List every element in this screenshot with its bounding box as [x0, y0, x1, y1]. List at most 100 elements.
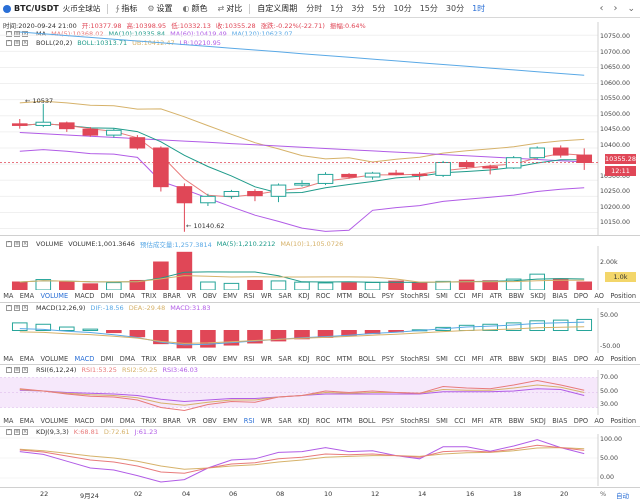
- close-icon[interactable]: ×: [22, 241, 28, 247]
- hide-icon[interactable]: ^: [6, 31, 12, 37]
- settings-icon[interactable]: ≡: [14, 31, 20, 37]
- indicator-tab-ao[interactable]: AO: [594, 355, 604, 363]
- settings-button[interactable]: ⚙ 设置: [142, 0, 177, 18]
- indicator-tab-mfi[interactable]: MFI: [471, 292, 484, 300]
- indicator-tab-dpo[interactable]: DPO: [573, 417, 589, 425]
- settings-icon[interactable]: ≡: [14, 429, 20, 435]
- indicator-tab-obv[interactable]: OBV: [202, 292, 217, 300]
- pane-controls[interactable]: ^ ≡ ×: [6, 305, 28, 311]
- indicator-tab-atr[interactable]: ATR: [489, 355, 503, 363]
- indicator-tab-mfi[interactable]: MFI: [471, 355, 484, 363]
- settings-icon[interactable]: ≡: [14, 241, 20, 247]
- indicator-tab-ma[interactable]: MA: [3, 292, 14, 300]
- indicator-tab-obv[interactable]: OBV: [202, 355, 217, 363]
- auto-scale-toggle[interactable]: 自动: [616, 492, 629, 500]
- interval-option[interactable]: 30分: [445, 4, 465, 13]
- indicator-tab-emv[interactable]: EMV: [223, 355, 238, 363]
- indicator-tab-sar[interactable]: SAR: [278, 417, 292, 425]
- indicator-tab-ao[interactable]: AO: [594, 292, 604, 300]
- indicator-tab-obv[interactable]: OBV: [202, 417, 217, 425]
- indicator-tab-boll[interactable]: BOLL: [358, 417, 376, 425]
- indicator-tab-kdj[interactable]: KDJ: [298, 355, 310, 363]
- indicator-tab-mtm[interactable]: MTM: [336, 355, 353, 363]
- indicator-tab-smi[interactable]: SMI: [436, 292, 448, 300]
- indicator-tab-dpo[interactable]: DPO: [573, 355, 589, 363]
- indicator-tab-volume[interactable]: VOLUME: [40, 355, 69, 363]
- indicator-tab-dpo[interactable]: DPO: [573, 292, 589, 300]
- indicator-tab-kdj[interactable]: KDJ: [298, 292, 310, 300]
- indicator-tab-bias[interactable]: BIAS: [552, 355, 568, 363]
- indicator-tab-volume[interactable]: VOLUME: [40, 292, 69, 300]
- indicator-tab-vr[interactable]: VR: [187, 355, 197, 363]
- interval-option[interactable]: 1分: [330, 4, 344, 13]
- next-chevron-icon[interactable]: ›: [613, 3, 618, 14]
- collapse-chevron-icon[interactable]: ⌄: [627, 3, 635, 14]
- indicator-tab-psy[interactable]: PSY: [381, 417, 394, 425]
- indicator-tab-bbw[interactable]: BBW: [508, 417, 524, 425]
- hide-icon[interactable]: ^: [6, 40, 12, 46]
- indicator-tab-stochrsi[interactable]: StochRSI: [400, 292, 430, 300]
- indicator-tab-boll[interactable]: BOLL: [358, 355, 376, 363]
- indicator-tab-stochrsi[interactable]: StochRSI: [400, 417, 430, 425]
- interval-option-active[interactable]: 1时: [472, 4, 486, 13]
- pair-selector[interactable]: BTC/USDT 火币全球站: [0, 0, 105, 18]
- hide-icon[interactable]: ^: [6, 305, 12, 311]
- indicator-tab-emv[interactable]: EMV: [223, 292, 238, 300]
- indicator-tab-smi[interactable]: SMI: [436, 417, 448, 425]
- indicator-tab-skdj[interactable]: SKDJ: [530, 355, 546, 363]
- settings-icon[interactable]: ≡: [14, 40, 20, 46]
- indicator-tab-ema[interactable]: EMA: [19, 417, 35, 425]
- indicator-tab-ma[interactable]: MA: [3, 355, 14, 363]
- interval-option[interactable]: 5分: [372, 4, 386, 13]
- indicator-tab-cci[interactable]: CCI: [454, 292, 466, 300]
- indicator-tab-position[interactable]: Position: [610, 292, 637, 300]
- custom-period-button[interactable]: 自定义周期: [252, 0, 302, 18]
- indicator-tab-wr[interactable]: WR: [260, 417, 272, 425]
- indicator-tab-vr[interactable]: VR: [187, 292, 197, 300]
- indicator-tab-bias[interactable]: BIAS: [552, 292, 568, 300]
- indicator-tab-ao[interactable]: AO: [594, 417, 604, 425]
- hide-icon[interactable]: ^: [6, 241, 12, 247]
- indicator-tab-boll[interactable]: BOLL: [358, 292, 376, 300]
- indicator-tab-mtm[interactable]: MTM: [336, 417, 353, 425]
- indicator-tab-roc[interactable]: ROC: [315, 417, 331, 425]
- indicator-tab-sar[interactable]: SAR: [278, 355, 292, 363]
- indicator-tab-psy[interactable]: PSY: [381, 355, 394, 363]
- indicator-tab-roc[interactable]: ROC: [315, 355, 331, 363]
- indicator-tab-bbw[interactable]: BBW: [508, 292, 524, 300]
- indicator-tab-rsi[interactable]: RSI: [243, 417, 255, 425]
- indicator-tab-brar[interactable]: BRAR: [162, 355, 181, 363]
- indicator-tab-volume[interactable]: VOLUME: [40, 417, 69, 425]
- interval-option[interactable]: 15分: [419, 4, 438, 13]
- indicator-tab-vr[interactable]: VR: [187, 417, 197, 425]
- indicator-tab-atr[interactable]: ATR: [489, 417, 503, 425]
- indicator-tab-roc[interactable]: ROC: [315, 292, 331, 300]
- indicator-tab-dmi[interactable]: DMI: [100, 292, 114, 300]
- indicator-tab-bbw[interactable]: BBW: [508, 355, 524, 363]
- settings-icon[interactable]: ≡: [14, 305, 20, 311]
- indicator-tab-skdj[interactable]: SKDJ: [530, 417, 546, 425]
- interval-option[interactable]: 分时: [306, 4, 323, 13]
- macd-chart[interactable]: [0, 308, 640, 353]
- indicator-tab-dmi[interactable]: DMI: [100, 417, 114, 425]
- indicator-tab-emv[interactable]: EMV: [223, 417, 238, 425]
- prev-chevron-icon[interactable]: ‹: [599, 3, 604, 14]
- indicator-tab-wr[interactable]: WR: [260, 355, 272, 363]
- indicator-tab-ma[interactable]: MA: [3, 417, 14, 425]
- close-icon[interactable]: ×: [22, 31, 28, 37]
- zoom-toggle[interactable]: %: [600, 490, 607, 498]
- indicator-tab-cci[interactable]: CCI: [454, 355, 466, 363]
- pane-controls[interactable]: ^ ≡ ×: [6, 367, 28, 373]
- indicator-tab-rsi[interactable]: RSI: [243, 292, 255, 300]
- pane-controls[interactable]: ^ ≡ ×: [6, 40, 28, 46]
- indicator-tab-brar[interactable]: BRAR: [162, 417, 181, 425]
- rsi-chart[interactable]: [0, 370, 640, 415]
- indicator-tab-kdj[interactable]: KDJ: [298, 417, 310, 425]
- indicator-tab-macd[interactable]: MACD: [74, 355, 95, 363]
- indicator-tab-trix[interactable]: TRIX: [141, 417, 157, 425]
- indicator-tab-bias[interactable]: BIAS: [552, 417, 568, 425]
- hide-icon[interactable]: ^: [6, 429, 12, 435]
- indicator-tab-mtm[interactable]: MTM: [336, 292, 353, 300]
- indicator-tab-dma[interactable]: DMA: [119, 355, 136, 363]
- indicator-tab-position[interactable]: Position: [610, 417, 637, 425]
